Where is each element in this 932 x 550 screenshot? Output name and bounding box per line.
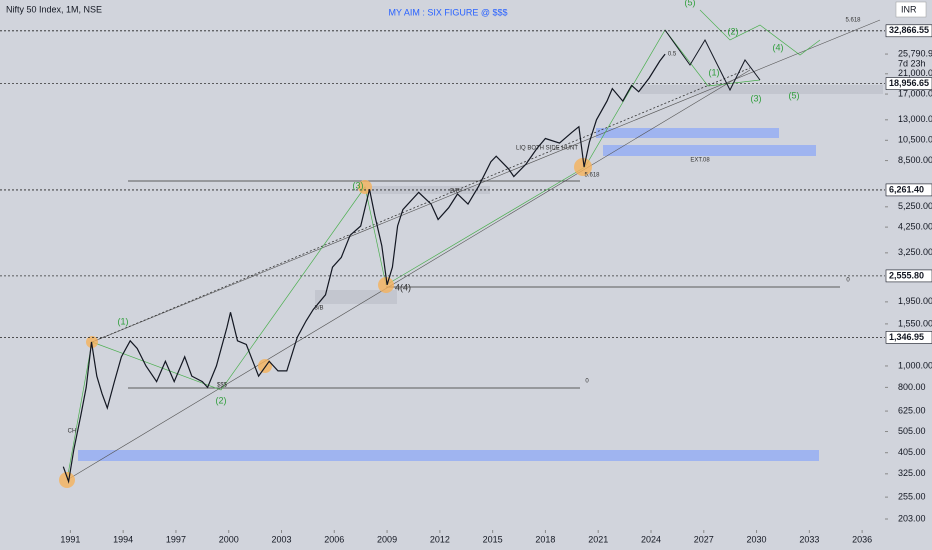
annotation: MY AIM : SIX FIGURE @ $$$	[388, 7, 507, 17]
level-box	[885, 331, 932, 344]
annotation: $$$	[217, 383, 228, 389]
x-tick-label: 2036	[852, 534, 872, 544]
annotation: (1)	[118, 316, 129, 326]
channel-line	[66, 69, 751, 481]
annotation: 5.618	[845, 18, 861, 24]
x-tick-label: 1997	[166, 534, 186, 544]
last-price-label: 25,790.95	[898, 48, 932, 58]
y-tick-label: 3,250.00	[898, 247, 932, 257]
zone	[596, 128, 779, 138]
y-tick-label: 1,000.00	[898, 360, 932, 370]
y-tick-label: 325.00	[898, 468, 926, 478]
annotation: 5.618	[584, 173, 600, 179]
annotation: (1)	[709, 67, 720, 77]
y-tick-label: 10,500.00	[898, 135, 932, 145]
x-tick-label: 2012	[430, 534, 450, 544]
annotation: (2)	[216, 395, 227, 405]
level-label: 18,956.65	[889, 78, 929, 88]
annotation: 0.5	[668, 52, 677, 58]
annotation: CH	[68, 429, 77, 435]
level-label: 32,866.55	[889, 25, 929, 35]
pivot-marker	[258, 359, 272, 373]
x-tick-label: 2024	[641, 534, 661, 544]
level-box	[885, 77, 932, 90]
annotation: 0	[585, 379, 589, 385]
x-tick-label: 2009	[377, 534, 397, 544]
x-tick-label: 1994	[113, 534, 133, 544]
y-tick-label: 21,000.00	[898, 68, 932, 78]
level-label: 6,261.40	[889, 184, 924, 194]
annotation: B/B	[450, 189, 460, 195]
x-tick-label: 2033	[799, 534, 819, 544]
annotation: (3)	[353, 180, 364, 190]
level-box	[885, 24, 932, 38]
pivot-marker	[378, 277, 394, 293]
currency: INR	[901, 4, 917, 14]
y-tick-label: 17,000.00	[898, 88, 932, 98]
x-tick-label: 2000	[219, 534, 239, 544]
level-label: 2,555.80	[889, 270, 924, 280]
wave-projection	[699, 9, 821, 56]
countdown: 7d 23h	[898, 58, 926, 68]
y-tick-label: 203.00	[898, 513, 926, 523]
y-tick-label: 4,250.00	[898, 221, 932, 231]
x-tick-label: 2003	[271, 534, 291, 544]
level-label: 1,346.95	[889, 332, 924, 342]
x-tick-label: 2015	[483, 534, 503, 544]
zone	[640, 85, 883, 94]
level-box	[885, 183, 932, 197]
x-tick-label: 2006	[324, 534, 344, 544]
annotation: EXT.08	[690, 158, 710, 164]
level-box	[885, 269, 932, 283]
pivot-marker	[358, 180, 372, 194]
pivot-marker	[59, 472, 75, 488]
y-tick-label: 505.00	[898, 426, 926, 436]
annotation: 3/B	[314, 306, 323, 312]
currency-box	[895, 1, 927, 18]
y-tick-label: 1,950.00	[898, 296, 932, 306]
annotation: (3)	[751, 93, 762, 103]
x-tick-label: 2030	[747, 534, 767, 544]
annotation: (5)	[685, 0, 696, 7]
price-line	[62, 53, 666, 484]
zone	[603, 145, 816, 156]
x-tick-label: 2027	[694, 534, 714, 544]
pivot-marker	[574, 158, 592, 176]
y-tick-label: 8,500.00	[898, 155, 932, 165]
y-tick-label: 13,000.00	[898, 114, 932, 124]
zone	[315, 290, 397, 304]
annotation: LIQ BOTH SIDE HUNT	[516, 146, 578, 152]
path-projection	[664, 29, 761, 92]
annotation: 4(4)	[395, 282, 411, 292]
zone	[78, 450, 819, 461]
annotation: (5)	[789, 90, 800, 100]
annotation: 0	[846, 278, 850, 284]
y-tick-label: 625.00	[898, 405, 926, 415]
y-tick-label: 5,250.00	[898, 201, 932, 211]
x-tick-label: 2021	[588, 534, 608, 544]
x-tick-label: 2018	[535, 534, 555, 544]
x-tick-label: 1991	[60, 534, 80, 544]
annotation: (2)	[728, 26, 739, 36]
chart-title: Nifty 50 Index, 1M, NSE	[6, 4, 102, 14]
annotation: (4)	[773, 42, 784, 52]
y-tick-label: 1,550.00	[898, 318, 932, 328]
y-tick-label: 255.00	[898, 491, 926, 501]
y-tick-label: 405.00	[898, 447, 926, 457]
trend-line	[91, 67, 751, 343]
y-tick-label: 800.00	[898, 382, 926, 392]
